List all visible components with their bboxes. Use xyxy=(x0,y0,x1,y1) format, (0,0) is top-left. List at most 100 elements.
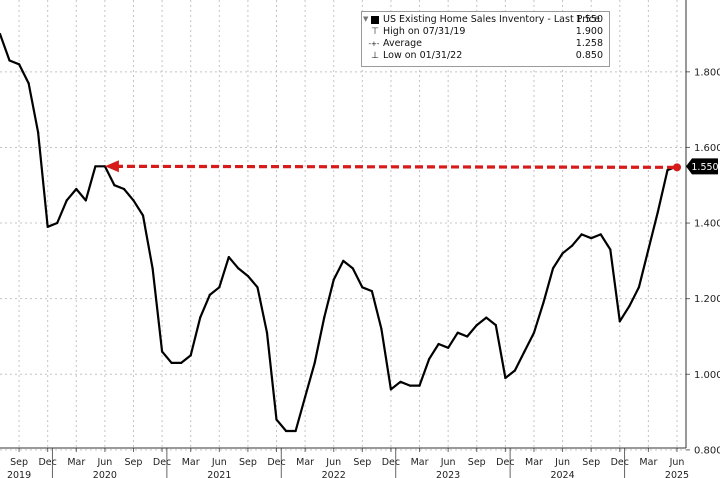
x-tick-label: Jun xyxy=(669,457,685,468)
data-point xyxy=(637,286,640,289)
data-point xyxy=(75,187,78,191)
x-year-label: 2025 xyxy=(665,470,689,478)
annotation-arrow-head xyxy=(104,160,119,173)
data-point xyxy=(485,316,488,319)
data-point xyxy=(571,244,574,247)
data-point xyxy=(466,335,469,338)
data-point xyxy=(437,342,440,346)
x-tick-label: Dec xyxy=(38,457,56,468)
average-marker-icon: -+- xyxy=(368,40,380,48)
x-year-label: 2022 xyxy=(322,470,346,478)
data-point xyxy=(523,350,526,353)
legend-value: 0.850 xyxy=(575,50,603,61)
data-point xyxy=(370,289,373,293)
data-point xyxy=(561,252,564,255)
legend-label: US Existing Home Sales Inventory - Last … xyxy=(383,14,600,25)
x-tick-label: Dec xyxy=(611,457,629,468)
data-point xyxy=(56,221,59,225)
data-point xyxy=(199,316,202,319)
data-point xyxy=(380,327,383,331)
series-line xyxy=(0,33,678,433)
data-point xyxy=(666,169,669,172)
x-tick-label: Sep xyxy=(239,457,257,468)
data-point xyxy=(313,361,316,365)
data-point xyxy=(8,59,11,62)
legend-box: ▼ US Existing Home Sales Inventory - Las… xyxy=(361,11,610,67)
x-tick-label: Mar xyxy=(411,457,429,468)
y-tick-label: 1.200 xyxy=(694,294,720,305)
y-tick-label: 0.800 xyxy=(694,445,720,456)
y-tick-label: 1.400 xyxy=(694,219,720,230)
x-tick-label: Mar xyxy=(67,457,85,468)
data-point xyxy=(246,274,250,278)
legend-entry-average: -+- Average 1.258 xyxy=(362,38,609,50)
data-point xyxy=(408,384,412,387)
x-tick-label: Sep xyxy=(468,457,486,468)
data-point xyxy=(418,384,421,387)
data-point xyxy=(361,286,364,289)
x-tick-label: Sep xyxy=(353,457,371,468)
data-point xyxy=(0,32,2,36)
legend-value: 1.258 xyxy=(575,38,603,49)
x-year-label: 2023 xyxy=(436,470,460,478)
x-tick-label: Sep xyxy=(125,457,143,468)
data-point xyxy=(618,320,621,323)
data-point xyxy=(160,350,164,353)
legend-grip-icon[interactable]: ▼ xyxy=(363,15,369,23)
high-marker-icon: ⊤ xyxy=(371,27,379,37)
data-point xyxy=(590,237,593,240)
data-point xyxy=(609,248,612,251)
series-layer xyxy=(0,32,679,433)
data-point xyxy=(256,286,259,289)
annotation-dashed-line xyxy=(116,164,676,169)
data-point xyxy=(447,346,450,349)
data-point xyxy=(294,429,297,433)
last-price-label: 1.550 xyxy=(691,162,718,173)
x-tick-label: Jun xyxy=(325,457,341,468)
data-point xyxy=(504,376,507,380)
y-tick-label: 1.800 xyxy=(694,67,720,78)
data-point xyxy=(151,267,154,270)
data-point xyxy=(227,255,230,259)
annotation-end-dot xyxy=(673,163,681,172)
data-point xyxy=(532,331,536,334)
data-point xyxy=(323,316,326,319)
data-point xyxy=(237,267,240,270)
x-tick-label: Dec xyxy=(267,457,285,468)
data-point xyxy=(94,165,97,168)
data-point xyxy=(132,199,135,202)
data-point xyxy=(65,199,68,202)
y-tick-label: 1.000 xyxy=(694,370,720,381)
x-tick-label: Sep xyxy=(10,457,28,468)
legend-value: 1.900 xyxy=(575,26,603,37)
x-tick-label: Mar xyxy=(182,457,200,468)
data-point xyxy=(265,331,269,334)
data-point xyxy=(513,369,517,372)
annotation-layer: 1.550 xyxy=(104,158,719,175)
y-tick-label: 1.600 xyxy=(694,143,720,154)
x-tick-label: Jun xyxy=(96,457,112,468)
data-point xyxy=(551,267,555,270)
data-point xyxy=(37,131,40,134)
data-point xyxy=(647,248,650,251)
data-point xyxy=(46,225,49,228)
data-point xyxy=(208,293,211,296)
x-tick-label: Jun xyxy=(554,457,570,468)
legend-label: High on 07/31/19 xyxy=(383,26,466,37)
x-tick-label: Mar xyxy=(296,457,314,468)
data-point xyxy=(189,354,192,357)
data-point xyxy=(284,429,288,433)
data-point xyxy=(351,267,354,270)
axes xyxy=(0,0,690,478)
x-tick-label: Jun xyxy=(211,457,227,468)
data-point xyxy=(580,233,583,236)
x-tick-label: Mar xyxy=(639,457,657,468)
data-point xyxy=(304,395,307,399)
data-point xyxy=(389,388,393,391)
legend-entry-high: ⊤ High on 07/31/19 1.900 xyxy=(362,26,609,38)
x-tick-label: Jun xyxy=(440,457,456,468)
data-point xyxy=(170,361,173,365)
x-year-label: 2020 xyxy=(93,470,117,478)
x-tick-label: Dec xyxy=(382,457,400,468)
x-tick-label: Mar xyxy=(525,457,543,468)
